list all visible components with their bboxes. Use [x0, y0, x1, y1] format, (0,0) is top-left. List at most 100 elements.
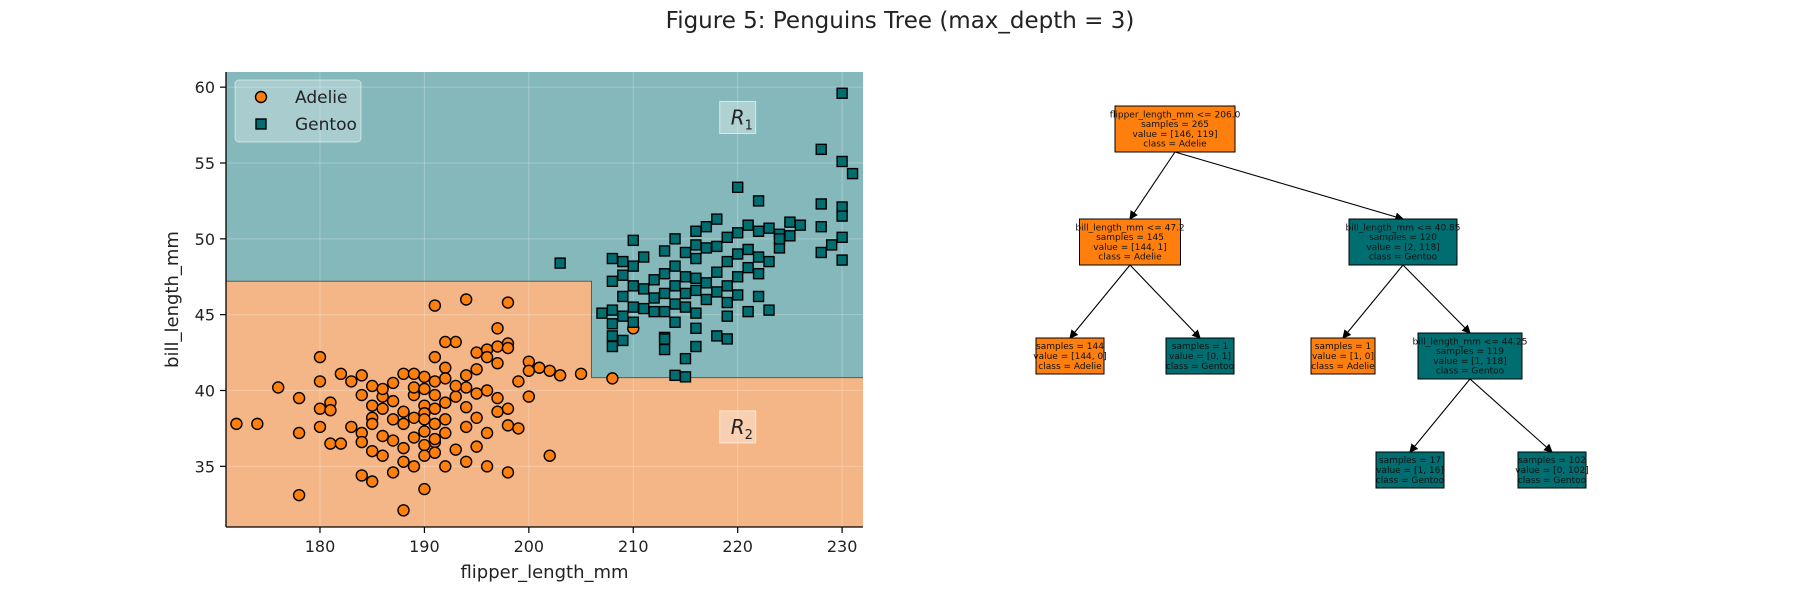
y-tick-label: 40	[195, 382, 215, 401]
point-adelie	[428, 375, 442, 388]
point-adelie	[418, 382, 431, 396]
point-gentoo	[721, 280, 733, 292]
x-tick-label: 230	[827, 537, 858, 556]
point-adelie	[439, 413, 452, 426]
point-adelie	[439, 361, 452, 374]
point-adelie	[386, 376, 400, 390]
point-adelie	[365, 444, 379, 458]
point-adelie	[397, 504, 410, 517]
point-adelie	[397, 367, 410, 381]
tree-node-text: class = Gentoo	[1369, 253, 1438, 263]
point-adelie	[501, 419, 515, 432]
point-adelie	[459, 455, 473, 468]
tree-edge	[1129, 151, 1176, 220]
point-gentoo	[752, 225, 765, 237]
tree-node-text: class = Gentoo	[1376, 476, 1445, 486]
point-gentoo	[606, 330, 619, 342]
legend-label-gentoo: Gentoo	[295, 115, 357, 135]
tree-node-text: bill_length_mm <= 40.85	[1345, 223, 1460, 233]
point-gentoo	[617, 334, 629, 347]
point-adelie	[459, 369, 473, 382]
point-gentoo	[763, 304, 775, 316]
point-gentoo	[711, 330, 723, 342]
point-adelie	[470, 387, 483, 400]
point-gentoo	[617, 290, 629, 303]
point-gentoo	[815, 143, 827, 156]
point-gentoo	[669, 280, 681, 292]
tree-node-text: class = Adelie	[1311, 362, 1375, 372]
point-gentoo	[700, 242, 713, 254]
point-gentoo	[627, 301, 639, 313]
x-tick-label: 190	[409, 537, 440, 556]
point-gentoo	[700, 277, 713, 289]
tree-node-text: value = [144, 1]	[1093, 243, 1167, 253]
point-gentoo	[606, 275, 619, 287]
figure-title: Figure 5: Penguins Tree (max_depth = 3)	[665, 8, 1135, 34]
tree-node-text: bill_length_mm <= 47.2	[1075, 223, 1184, 233]
tree-node-box	[1114, 105, 1236, 153]
tree-node-text: class = Gentoo	[1436, 367, 1505, 377]
point-gentoo	[711, 213, 723, 225]
point-adelie	[355, 388, 368, 402]
point-adelie	[439, 335, 452, 349]
point-adelie	[292, 426, 306, 440]
point-adelie	[501, 466, 515, 479]
scatter-chart: R1 R2 180 190 200 210 220 230 35 40 45 50 55 60 flipp…	[162, 72, 863, 583]
point-gentoo	[679, 246, 692, 259]
point-gentoo	[648, 305, 660, 318]
point-gentoo	[617, 310, 629, 322]
tree-node-text: value = [1, 16]	[1376, 466, 1444, 476]
point-adelie	[470, 346, 483, 359]
tree-node-text: value = [146, 119]	[1133, 130, 1218, 140]
point-adelie	[470, 411, 483, 424]
point-adelie	[428, 402, 442, 415]
point-adelie	[418, 370, 431, 384]
point-adelie	[355, 469, 368, 482]
point-gentoo	[658, 333, 671, 345]
tree-node-text: samples = 265	[1141, 120, 1209, 130]
point-gentoo	[700, 293, 713, 306]
point-adelie	[407, 411, 421, 424]
tree-edge	[1174, 151, 1405, 222]
point-gentoo	[836, 155, 848, 168]
x-tick-label: 180	[305, 537, 336, 556]
point-adelie	[230, 417, 243, 431]
point-adelie	[606, 372, 619, 385]
point-adelie	[439, 460, 452, 473]
tree-edge	[1342, 264, 1404, 339]
point-gentoo	[638, 302, 650, 315]
point-gentoo	[669, 233, 681, 245]
point-adelie	[376, 449, 389, 462]
point-gentoo	[784, 216, 796, 228]
tree-edge	[1129, 264, 1201, 339]
x-tick-label: 220	[722, 537, 753, 556]
point-gentoo	[669, 260, 681, 272]
point-adelie	[355, 369, 368, 382]
point-gentoo	[648, 292, 660, 304]
y-tick-label: 55	[195, 154, 215, 173]
point-gentoo	[648, 274, 660, 286]
point-adelie	[439, 372, 452, 385]
point-gentoo	[711, 286, 723, 298]
tree-node-box	[1417, 332, 1523, 380]
point-adelie	[480, 426, 494, 440]
point-adelie	[365, 417, 379, 431]
tree-node-text: samples = 102	[1518, 456, 1586, 466]
point-gentoo	[731, 248, 744, 260]
tree-edge	[1409, 378, 1471, 453]
point-gentoo	[606, 252, 619, 265]
point-gentoo	[815, 220, 827, 233]
point-adelie	[428, 417, 442, 431]
point-adelie	[491, 391, 504, 405]
point-gentoo	[627, 280, 639, 292]
tree-edge	[1402, 264, 1471, 334]
point-gentoo	[690, 225, 702, 237]
point-adelie	[428, 299, 442, 312]
tree-node-box	[1165, 337, 1235, 375]
tree-node-box	[1310, 337, 1376, 375]
point-adelie	[501, 402, 515, 415]
